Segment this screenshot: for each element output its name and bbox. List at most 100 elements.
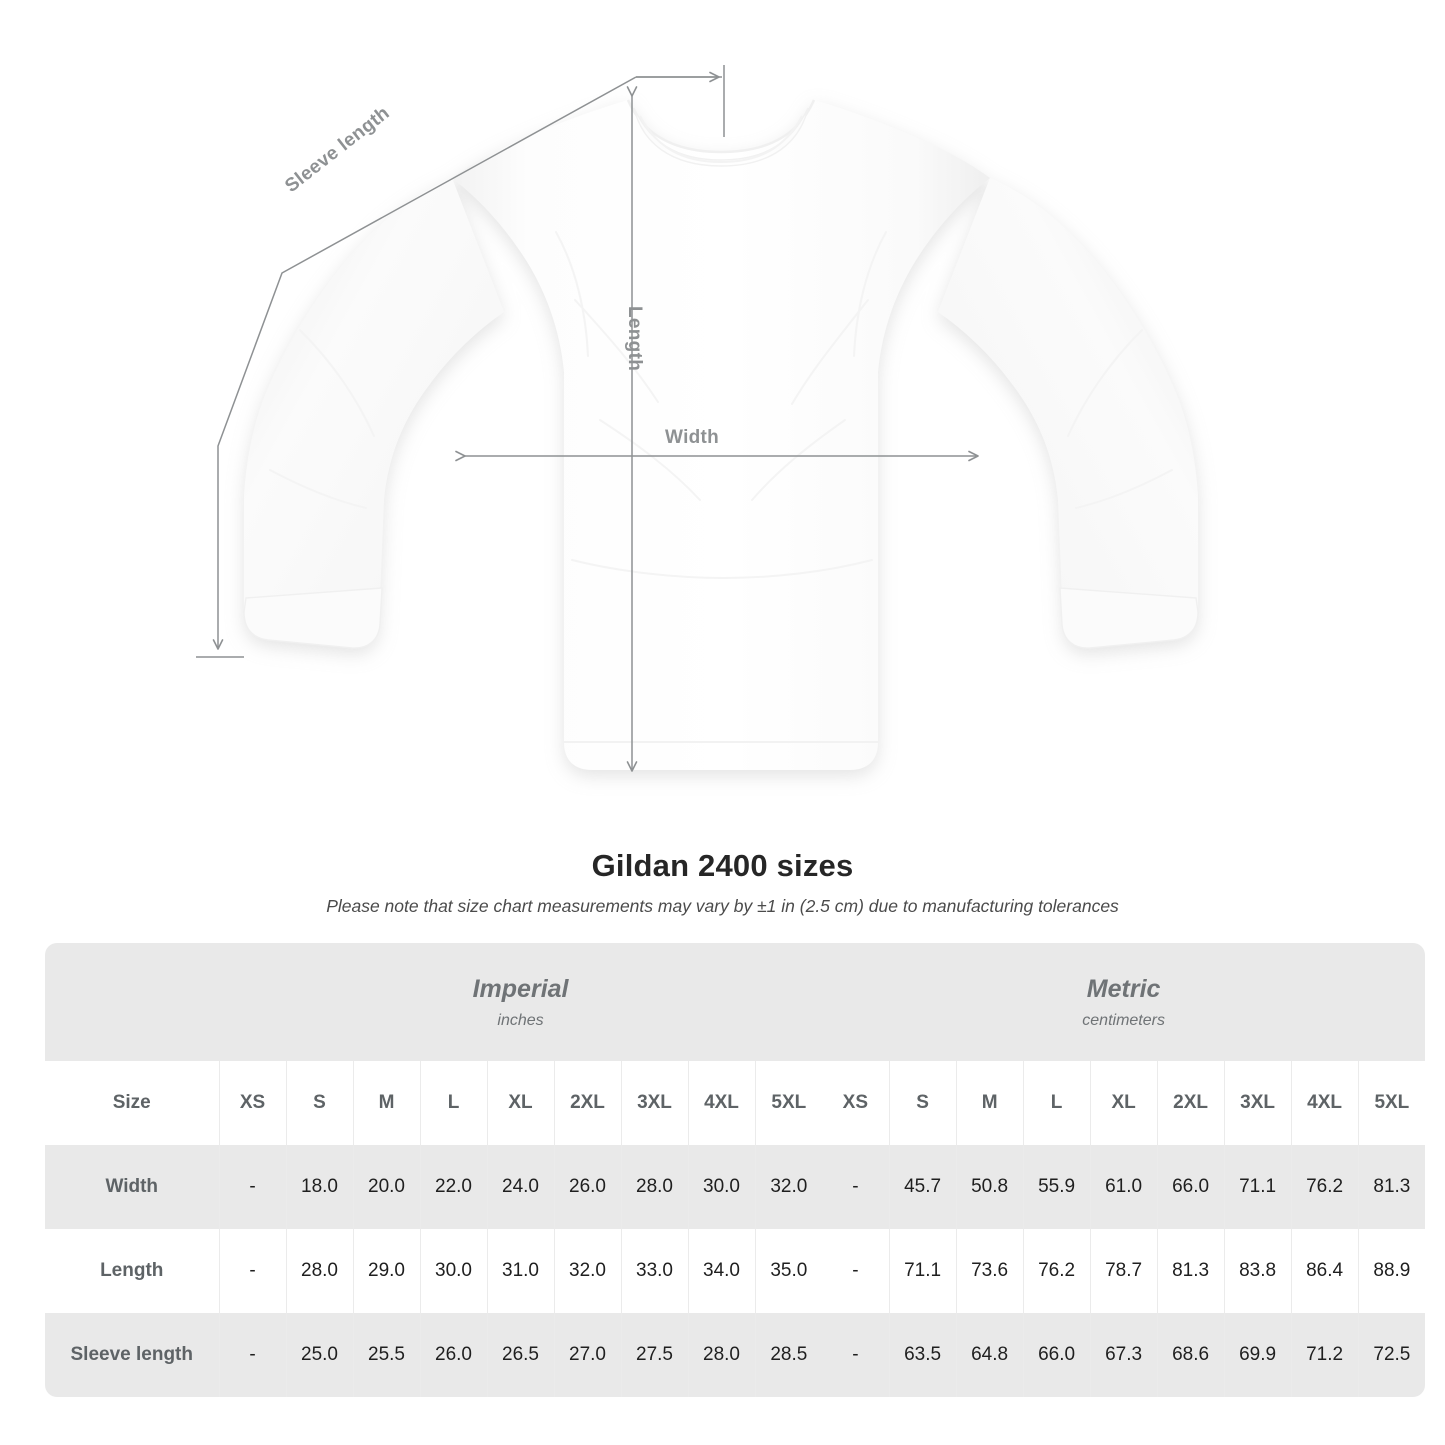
size-header-row: Size XS S M L XL 2XL 3XL 4XL 5XL XS S M … bbox=[45, 1061, 1426, 1145]
header-size-imp-0: XS bbox=[218, 1061, 286, 1145]
shirt-silhouette bbox=[244, 100, 1198, 770]
cell-length-met-1: 71.1 bbox=[888, 1229, 957, 1313]
cell-length-met-6: 83.8 bbox=[1223, 1229, 1292, 1313]
cell-width-imp-4: 24.0 bbox=[486, 1145, 554, 1229]
unit-metric-name: Metric bbox=[1086, 974, 1161, 1003]
cell-sleeve-imp-2: 25.5 bbox=[352, 1313, 420, 1397]
header-size-met-0: XS bbox=[822, 1061, 890, 1145]
cell-sleeve-imp-4: 26.5 bbox=[486, 1313, 554, 1397]
cell-length-imp-2: 29.0 bbox=[352, 1229, 420, 1313]
annotation-length: Length bbox=[624, 306, 645, 372]
unit-metric: Metric centimeters bbox=[822, 943, 1426, 1061]
cell-width-met-1: 45.7 bbox=[888, 1145, 957, 1229]
unit-band-spacer bbox=[45, 943, 219, 1061]
header-size-imp-1: S bbox=[285, 1061, 353, 1145]
chart-title: Gildan 2400 sizes bbox=[591, 848, 854, 883]
cell-sleeve-met-2: 64.8 bbox=[955, 1313, 1024, 1397]
cell-sleeve-met-4: 67.3 bbox=[1089, 1313, 1158, 1397]
row-label-sleeve-length: Sleeve length bbox=[45, 1313, 219, 1397]
header-size-met-6: 3XL bbox=[1223, 1061, 1292, 1145]
header-size-imp-6: 3XL bbox=[620, 1061, 688, 1145]
unit-imperial-name: Imperial bbox=[472, 974, 569, 1003]
table-row-length: Length - 28.0 29.0 30.0 31.0 32.0 33.0 3… bbox=[45, 1229, 1426, 1313]
cell-width-met-2: 50.8 bbox=[955, 1145, 1024, 1229]
row-label-width: Width bbox=[45, 1145, 219, 1229]
cell-width-imp-8: 32.0 bbox=[754, 1145, 823, 1229]
cell-sleeve-imp-7: 28.0 bbox=[687, 1313, 755, 1397]
header-size-imp-2: M bbox=[352, 1061, 420, 1145]
cell-width-imp-2: 20.0 bbox=[352, 1145, 420, 1229]
unit-band-row: Imperial inches Metric centimeters bbox=[45, 943, 1426, 1061]
unit-imperial: Imperial inches bbox=[219, 943, 823, 1061]
cell-length-imp-1: 28.0 bbox=[285, 1229, 353, 1313]
cell-length-met-0: - bbox=[822, 1229, 890, 1313]
header-size-met-5: 2XL bbox=[1156, 1061, 1225, 1145]
unit-imperial-sub: inches bbox=[497, 1012, 544, 1030]
cell-sleeve-met-5: 68.6 bbox=[1156, 1313, 1225, 1397]
row-label-length: Length bbox=[45, 1229, 219, 1313]
header-size-met-1: S bbox=[888, 1061, 957, 1145]
cell-sleeve-met-0: - bbox=[822, 1313, 890, 1397]
header-size-imp-3: L bbox=[419, 1061, 487, 1145]
cell-length-imp-3: 30.0 bbox=[419, 1229, 487, 1313]
cell-width-met-6: 71.1 bbox=[1223, 1145, 1292, 1229]
cell-sleeve-imp-3: 26.0 bbox=[419, 1313, 487, 1397]
header-size-imp-4: XL bbox=[486, 1061, 554, 1145]
cell-width-met-4: 61.0 bbox=[1089, 1145, 1158, 1229]
cell-sleeve-imp-8: 28.5 bbox=[754, 1313, 823, 1397]
cell-width-imp-0: - bbox=[218, 1145, 286, 1229]
cell-length-imp-6: 33.0 bbox=[620, 1229, 688, 1313]
cell-length-imp-8: 35.0 bbox=[754, 1229, 823, 1313]
measurement-guides bbox=[196, 65, 979, 772]
annotation-width: Width bbox=[665, 427, 720, 448]
cell-length-imp-0: - bbox=[218, 1229, 286, 1313]
cell-sleeve-imp-0: - bbox=[218, 1313, 286, 1397]
garment-diagram: Sleeve length Length Width bbox=[196, 65, 1199, 772]
cell-sleeve-met-7: 71.2 bbox=[1290, 1313, 1359, 1397]
cell-length-met-2: 73.6 bbox=[955, 1229, 1024, 1313]
cuffs bbox=[243, 587, 1199, 649]
cell-sleeve-met-8: 72.5 bbox=[1357, 1313, 1426, 1397]
size-table-wrap: Imperial inches Metric centimeters Size … bbox=[45, 943, 1426, 1397]
header-size-imp-7: 4XL bbox=[687, 1061, 755, 1145]
header-size-label: Size bbox=[45, 1061, 219, 1145]
cell-width-met-5: 66.0 bbox=[1156, 1145, 1225, 1229]
cell-width-met-3: 55.9 bbox=[1022, 1145, 1091, 1229]
cell-length-met-8: 88.9 bbox=[1357, 1229, 1426, 1313]
cell-sleeve-met-3: 66.0 bbox=[1022, 1313, 1091, 1397]
header-size-imp-8: 5XL bbox=[754, 1061, 823, 1145]
garment-illustration bbox=[196, 65, 1199, 772]
cell-sleeve-imp-5: 27.0 bbox=[553, 1313, 621, 1397]
header-size-met-4: XL bbox=[1089, 1061, 1158, 1145]
cell-length-imp-4: 31.0 bbox=[486, 1229, 554, 1313]
cell-length-imp-7: 34.0 bbox=[687, 1229, 755, 1313]
table-row-width: Width - 18.0 20.0 22.0 24.0 26.0 28.0 30… bbox=[45, 1145, 1426, 1229]
cell-sleeve-met-1: 63.5 bbox=[888, 1313, 957, 1397]
header-size-met-8: 5XL bbox=[1357, 1061, 1426, 1145]
cell-length-met-5: 81.3 bbox=[1156, 1229, 1225, 1313]
cell-sleeve-imp-1: 25.0 bbox=[285, 1313, 353, 1397]
cell-length-met-4: 78.7 bbox=[1089, 1229, 1158, 1313]
cell-length-met-3: 76.2 bbox=[1022, 1229, 1091, 1313]
cell-sleeve-met-6: 69.9 bbox=[1223, 1313, 1292, 1397]
cell-length-imp-5: 32.0 bbox=[553, 1229, 621, 1313]
cell-width-met-7: 76.2 bbox=[1290, 1145, 1359, 1229]
cell-width-imp-3: 22.0 bbox=[419, 1145, 487, 1229]
cell-width-imp-5: 26.0 bbox=[553, 1145, 621, 1229]
header-size-met-2: M bbox=[955, 1061, 1024, 1145]
header-size-imp-5: 2XL bbox=[553, 1061, 621, 1145]
unit-metric-sub: centimeters bbox=[1082, 1012, 1165, 1030]
header-size-met-7: 4XL bbox=[1290, 1061, 1359, 1145]
cell-sleeve-imp-6: 27.5 bbox=[620, 1313, 688, 1397]
table-row-sleeve-length: Sleeve length - 25.0 25.5 26.0 26.5 27.0… bbox=[45, 1313, 1426, 1397]
cell-width-met-8: 81.3 bbox=[1357, 1145, 1426, 1229]
header-size-met-3: L bbox=[1022, 1061, 1091, 1145]
cell-width-met-0: - bbox=[822, 1145, 890, 1229]
chart-note: Please note that size chart measurements… bbox=[326, 896, 1119, 916]
cell-width-imp-6: 28.0 bbox=[620, 1145, 688, 1229]
size-table: Imperial inches Metric centimeters Size … bbox=[45, 943, 1426, 1397]
cell-length-met-7: 86.4 bbox=[1290, 1229, 1359, 1313]
cell-width-imp-7: 30.0 bbox=[687, 1145, 755, 1229]
cell-width-imp-1: 18.0 bbox=[285, 1145, 353, 1229]
